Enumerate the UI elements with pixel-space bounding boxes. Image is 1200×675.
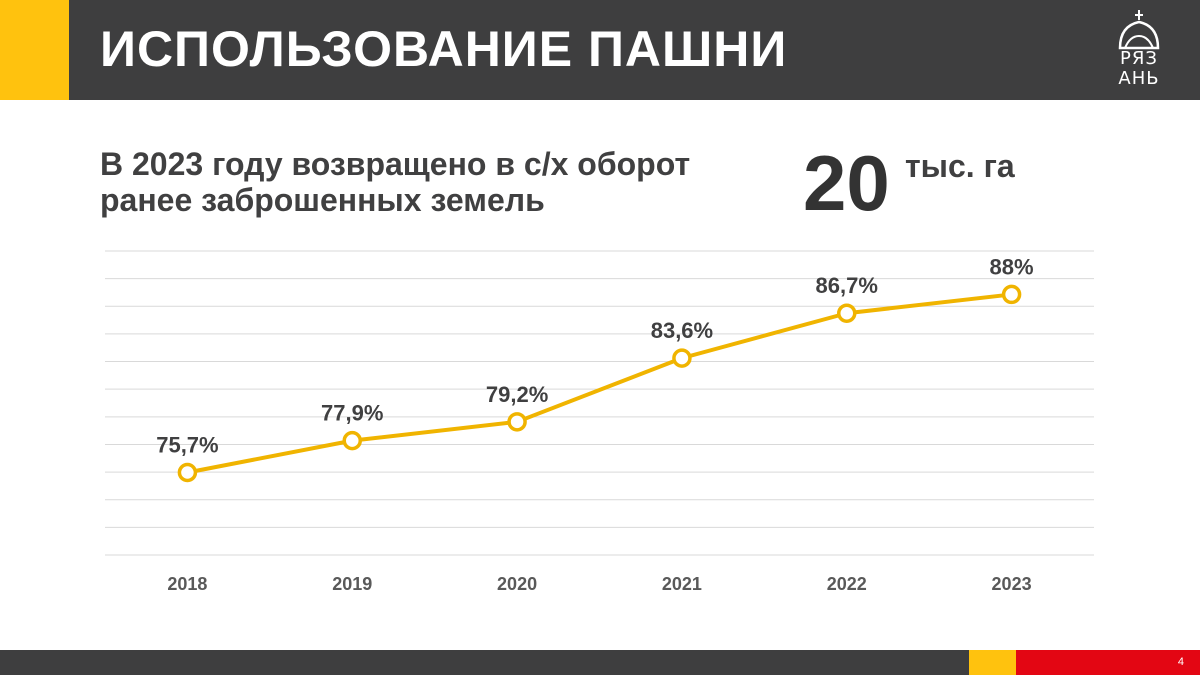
data-label: 79,2% [486,382,548,407]
x-tick-label: 2021 [662,574,702,594]
data-label: 83,6% [651,318,713,343]
header-accent [0,0,69,100]
data-label: 77,9% [321,401,383,426]
data-point [507,412,527,432]
data-point [1001,284,1022,305]
series-line [187,292,1012,475]
x-tick-label: 2022 [827,574,867,594]
data-point [672,348,692,368]
footer-accent-red [1016,650,1200,675]
logo-text-top: РЯЗ [1120,48,1158,69]
x-tick-label: 2023 [992,574,1032,594]
data-point [177,462,198,483]
data-point [342,430,362,451]
line-chart: 75,7% 2018 77,9% 2019 79,2% 2020 83,6% 2021 86,7… [105,250,1094,594]
x-tick-label: 2020 [497,574,537,594]
page-title: ИСПОЛЬЗОВАНИЕ ПАШНИ [100,21,788,77]
logo-text-bottom: АНЬ [1118,68,1160,89]
x-tick-label: 2019 [332,574,372,594]
headline-value: 20 [803,139,890,227]
data-point [837,303,857,323]
x-tick-label: 2018 [167,574,207,594]
data-label: 86,7% [816,273,878,298]
headline-text: В 2023 году возвращено в с/х оборот ране… [100,146,691,218]
footer-accent-yellow [969,650,1016,675]
headline-unit: тыс. га [905,148,1015,184]
page-number: 4 [1177,656,1184,668]
data-label: 88% [990,254,1034,279]
data-label: 75,7% [156,432,218,457]
header-bar [0,0,1200,100]
ryazan-logo [1118,10,1160,50]
